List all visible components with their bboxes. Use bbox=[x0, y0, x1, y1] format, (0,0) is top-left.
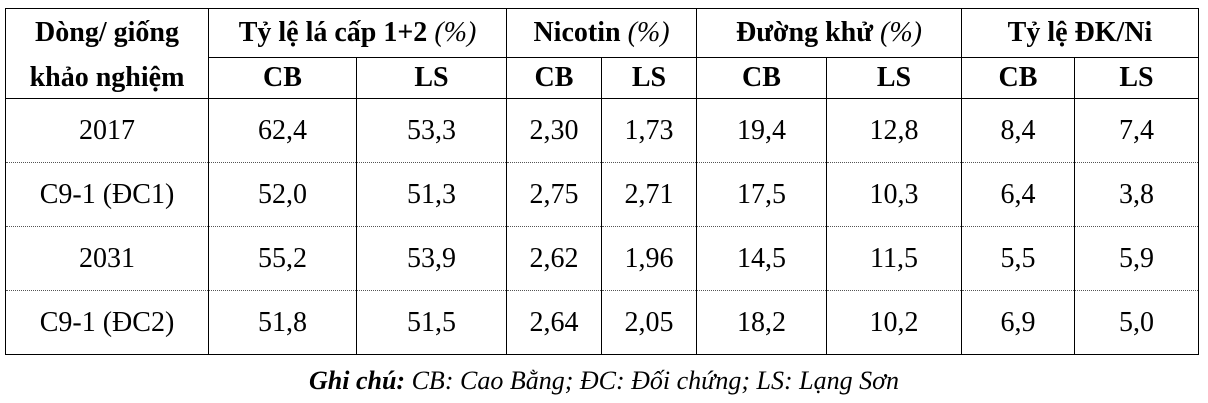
header-line-cell-2: khảo nghiệm bbox=[5, 57, 209, 99]
row-name: 2031 bbox=[5, 226, 209, 291]
table-row: C9-1 (ĐC1) 52,0 51,3 2,75 2,71 17,5 10,3… bbox=[5, 162, 1199, 227]
sub-header: CB bbox=[208, 57, 357, 99]
cell: 51,5 bbox=[356, 290, 507, 355]
note-label: Ghi chú: bbox=[309, 366, 406, 395]
cell: 17,5 bbox=[696, 162, 827, 227]
note-text: CB: Cao Bằng; ĐC: Đối chứng; LS: Lạng Sơ… bbox=[405, 366, 899, 395]
cell: 51,8 bbox=[208, 290, 357, 355]
cell: 8,4 bbox=[961, 98, 1075, 163]
cell: 1,96 bbox=[601, 226, 697, 291]
cell: 53,3 bbox=[356, 98, 507, 163]
row-name: C9-1 (ĐC2) bbox=[5, 290, 209, 355]
table-row: C9-1 (ĐC2) 51,8 51,5 2,64 2,05 18,2 10,2… bbox=[5, 290, 1199, 355]
header-line-label: Dòng/ giống bbox=[35, 17, 179, 49]
table-row: 2031 55,2 53,9 2,62 1,96 14,5 11,5 5,5 5… bbox=[5, 226, 1199, 291]
sub-header: CB bbox=[961, 57, 1075, 99]
cell: 11,5 bbox=[826, 226, 962, 291]
row-name: 2017 bbox=[5, 98, 209, 163]
cell: 5,5 bbox=[961, 226, 1075, 291]
header-group-nicotine: Nicotin (%) bbox=[506, 8, 697, 58]
sub-header: CB bbox=[696, 57, 827, 99]
cell: 2,75 bbox=[506, 162, 602, 227]
cell: 62,4 bbox=[208, 98, 357, 163]
cell: 7,4 bbox=[1074, 98, 1199, 163]
cell: 2,30 bbox=[506, 98, 602, 163]
cell: 6,9 bbox=[961, 290, 1075, 355]
cell: 52,0 bbox=[208, 162, 357, 227]
cell: 2,64 bbox=[506, 290, 602, 355]
sub-header: LS bbox=[601, 57, 697, 99]
cell: 5,9 bbox=[1074, 226, 1199, 291]
cell: 19,4 bbox=[696, 98, 827, 163]
sub-header: LS bbox=[1074, 57, 1199, 99]
header-group-sugar-nicotine-ratio: Tỷ lệ ĐK/Ni bbox=[961, 8, 1199, 58]
row-name: C9-1 (ĐC1) bbox=[5, 162, 209, 227]
cell: 3,8 bbox=[1074, 162, 1199, 227]
cell: 2,71 bbox=[601, 162, 697, 227]
sub-header: CB bbox=[506, 57, 602, 99]
table-row: 2017 62,4 53,3 2,30 1,73 19,4 12,8 8,4 7… bbox=[5, 98, 1199, 163]
cell: 5,0 bbox=[1074, 290, 1199, 355]
header-group-reducing-sugar: Đường khử (%) bbox=[696, 8, 962, 58]
cell: 55,2 bbox=[208, 226, 357, 291]
cell: 10,2 bbox=[826, 290, 962, 355]
header-group-leaf-ratio: Tỷ lệ lá cấp 1+2 (%) bbox=[208, 8, 507, 58]
cell: 18,2 bbox=[696, 290, 827, 355]
header-line-cell: Dòng/ giống bbox=[5, 8, 209, 58]
cell: 10,3 bbox=[826, 162, 962, 227]
cell: 51,3 bbox=[356, 162, 507, 227]
cell: 2,62 bbox=[506, 226, 602, 291]
results-table: Dòng/ giống Tỷ lệ lá cấp 1+2 (%) Nicotin… bbox=[5, 8, 1199, 355]
sub-header: LS bbox=[356, 57, 507, 99]
table-note: Ghi chú: CB: Cao Bằng; ĐC: Đối chứng; LS… bbox=[0, 366, 1208, 396]
cell: 1,73 bbox=[601, 98, 697, 163]
cell: 53,9 bbox=[356, 226, 507, 291]
cell: 12,8 bbox=[826, 98, 962, 163]
header-line-label-2: khảo nghiệm bbox=[29, 61, 185, 93]
cell: 6,4 bbox=[961, 162, 1075, 227]
cell: 2,05 bbox=[601, 290, 697, 355]
cell: 14,5 bbox=[696, 226, 827, 291]
sub-header: LS bbox=[826, 57, 962, 99]
